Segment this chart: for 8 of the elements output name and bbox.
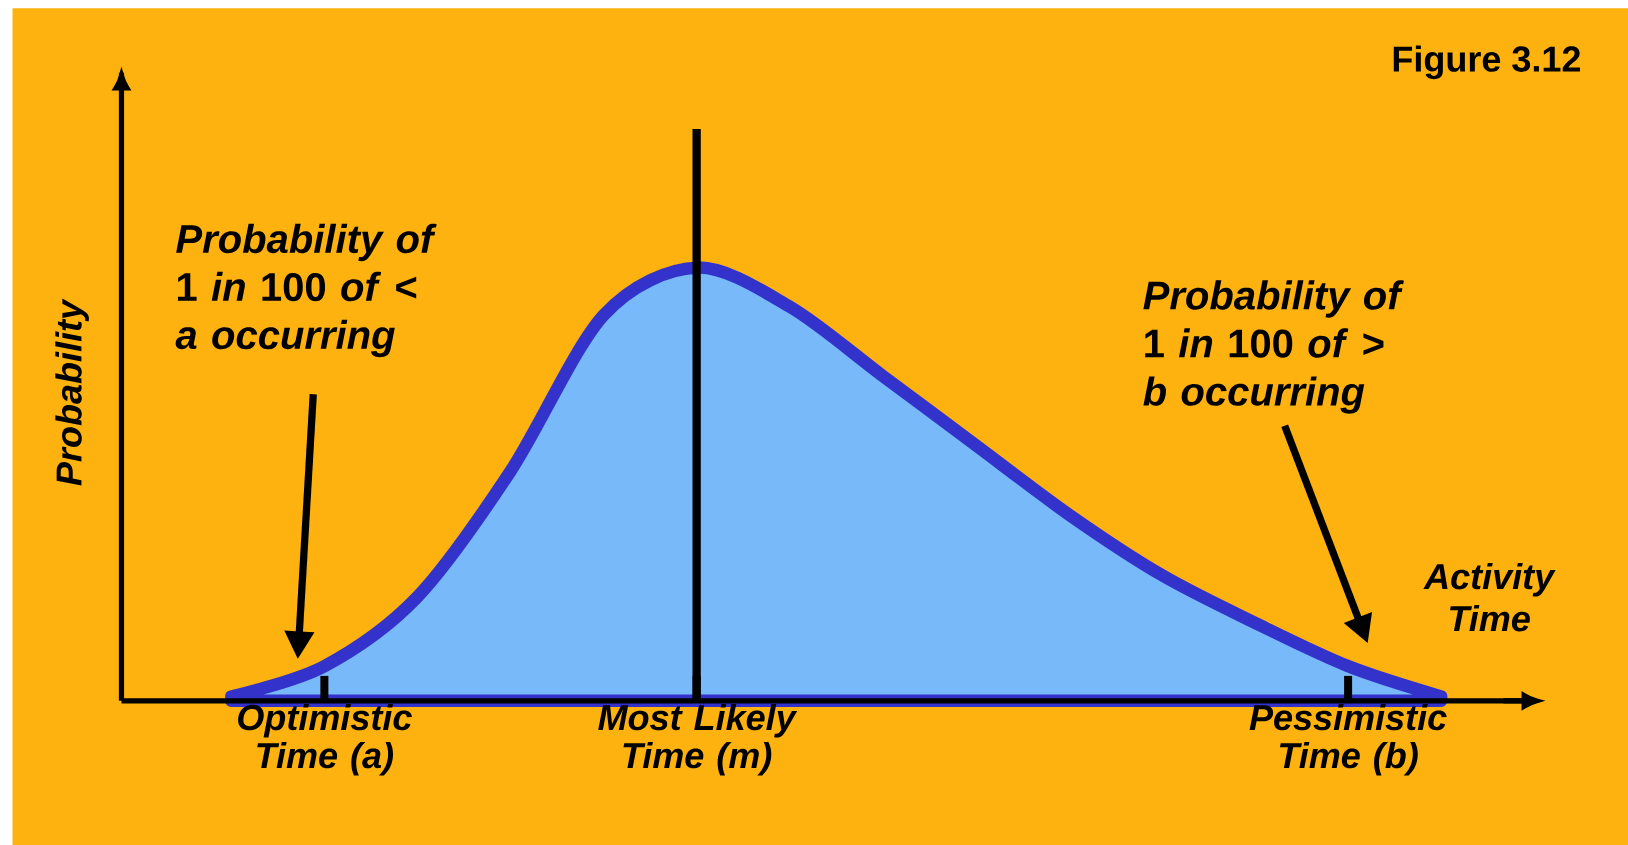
x-tick-label: Pessimistic Time (b) (1249, 703, 1447, 776)
y-axis-title: Probability (55, 298, 89, 486)
x-tick-label: Most Likely Time (m) (598, 703, 798, 776)
x-axis-title: Activity Time (1423, 562, 1556, 632)
annotation: Probability of 1 in 100 of < a occurring (175, 223, 437, 358)
annotation: Probability of 1 in 100 of > b occurring (1143, 280, 1404, 414)
x-tick-label: Optimistic Time (a) (238, 703, 412, 776)
chart-title: Figure 3.12 (1393, 45, 1581, 80)
